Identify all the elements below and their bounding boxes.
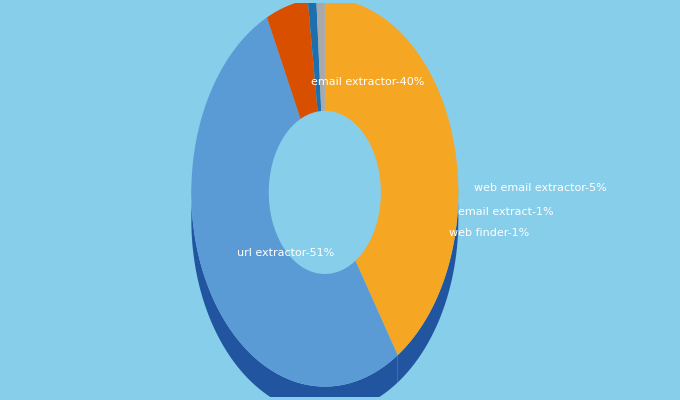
Text: email extract-1%: email extract-1% <box>458 207 554 217</box>
Polygon shape <box>191 18 398 386</box>
Polygon shape <box>308 0 321 112</box>
Text: url extractor-51%: url extractor-51% <box>237 248 334 258</box>
Polygon shape <box>316 0 325 111</box>
Text: web email extractor-5%: web email extractor-5% <box>473 183 607 193</box>
Text: web finder-1%: web finder-1% <box>449 228 530 238</box>
Polygon shape <box>191 183 398 400</box>
Polygon shape <box>267 0 318 119</box>
Text: email extractor-40%: email extractor-40% <box>311 77 424 87</box>
Polygon shape <box>325 0 458 355</box>
Polygon shape <box>398 185 458 382</box>
